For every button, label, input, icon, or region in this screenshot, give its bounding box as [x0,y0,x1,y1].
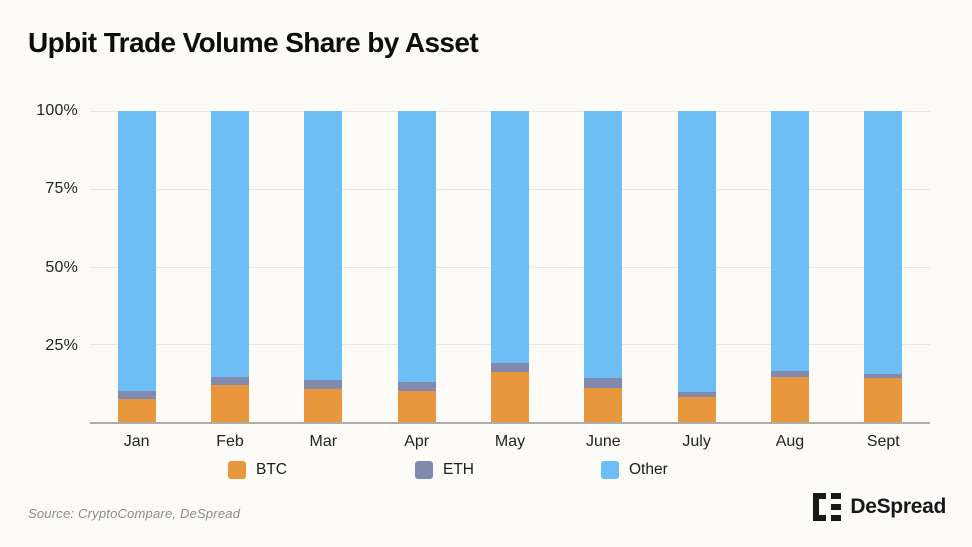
x-tick-label-aug: Aug [775,433,805,450]
y-axis: 100% 75% 50% 25% [0,102,82,424]
bar-segment-other-aug [770,111,809,371]
bar-apr [397,111,436,422]
bar-group [90,111,930,422]
bar-segment-other-sept [864,111,903,374]
bar-segment-eth-aug [770,370,809,377]
x-tick-label-sept: Sept [866,433,900,450]
bar-segment-btc-jan [117,398,156,422]
x-axis: Jan Feb Mar Apr May June July Aug Sept [90,433,930,455]
brand-lockup: DeSpread [813,493,946,521]
bar-segment-other-feb [210,111,249,377]
y-tick-label-50: 50% [45,258,78,276]
bar-segment-eth-sept [864,373,903,379]
y-tick-label-100: 100% [36,102,78,119]
bar-segment-btc-sept [864,378,903,422]
legend-swatch-eth [415,461,433,479]
x-tick-label-june: June [585,433,621,450]
x-tick-label-jan: Jan [123,433,150,450]
source-note: Source: CryptoCompare, DeSpread [28,506,241,521]
bar-segment-btc-apr [397,390,436,422]
bar-segment-btc-mar [304,389,343,422]
bar-jan [117,111,156,422]
legend-item-other: Other [601,461,668,479]
bar-segment-btc-aug [770,376,809,422]
x-tick-label-july: July [682,433,711,450]
x-tick-label-feb: Feb [216,433,244,450]
x-tick-label-mar: Mar [309,433,338,450]
legend-label-eth: ETH [443,461,474,478]
bar-segment-other-jan [117,111,156,391]
legend-item-btc: BTC [228,461,287,479]
bar-aug [770,111,809,422]
x-tick-label-may: May [494,433,526,450]
bar-segment-eth-may [490,362,529,373]
bar-may [490,111,529,422]
bar-segment-other-june [584,111,623,379]
page-title: Upbit Trade Volume Share by Asset [28,27,479,58]
bar-segment-eth-apr [397,381,436,391]
bar-segment-eth-june [584,378,623,388]
bar-segment-eth-feb [210,376,249,385]
y-tick-label-25: 25% [45,336,78,354]
legend-label-other: Other [629,461,668,478]
bar-sept [864,111,903,422]
bar-june [584,111,623,422]
bar-segment-btc-june [584,387,623,422]
bar-segment-eth-mar [304,380,343,390]
bar-july [677,111,716,422]
bar-feb [210,111,249,422]
bar-segment-btc-feb [210,384,249,422]
x-tick-label-apr: Apr [404,433,430,450]
bar-segment-other-july [677,111,716,393]
y-tick-label-75: 75% [45,180,78,198]
legend-swatch-btc [228,461,246,479]
plot-area [90,111,930,424]
brand-name: DeSpread [850,495,946,518]
legend-swatch-other [601,461,619,479]
bar-segment-btc-july [677,397,716,422]
bar-segment-eth-jan [117,390,156,399]
legend-label-btc: BTC [256,461,287,478]
despread-logo-icon [813,493,842,521]
bar-segment-other-apr [397,111,436,382]
bar-segment-eth-july [677,392,716,398]
bar-segment-other-mar [304,111,343,381]
bar-segment-btc-may [490,372,529,422]
bar-mar [304,111,343,422]
legend-item-eth: ETH [415,461,474,479]
bar-segment-other-may [490,111,529,363]
